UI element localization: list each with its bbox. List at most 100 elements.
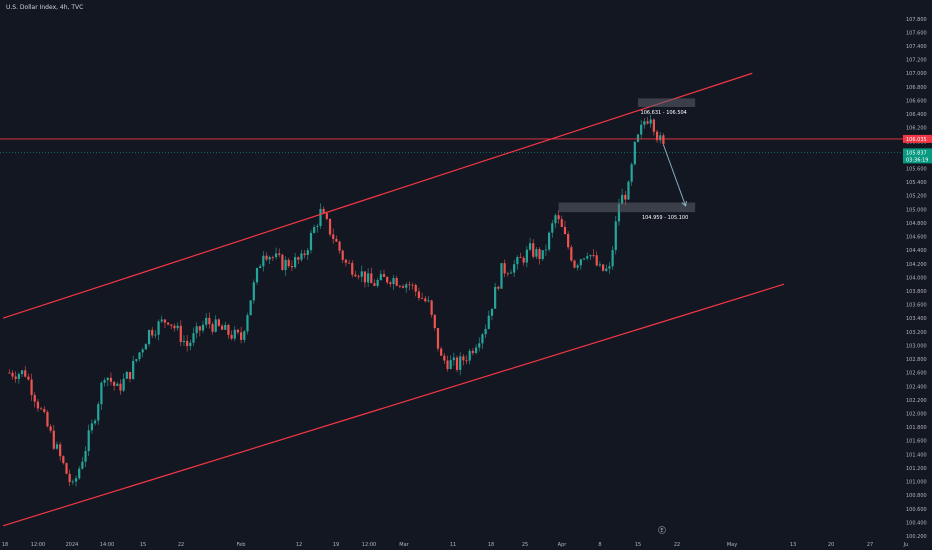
candle-body xyxy=(332,234,335,239)
candle-body xyxy=(589,255,592,257)
candle-body xyxy=(141,349,144,353)
price-tick-label: 100.400 xyxy=(906,520,927,526)
candle-body xyxy=(227,324,230,335)
candle-body xyxy=(151,329,154,336)
candle-body xyxy=(427,300,430,302)
candle-body xyxy=(259,266,262,269)
candle-body xyxy=(290,266,294,268)
price-tick-label: 102.800 xyxy=(906,357,927,363)
time-tick-label: Feb xyxy=(237,542,246,548)
candle-body xyxy=(27,376,30,380)
candle-body xyxy=(40,408,43,410)
candle-body xyxy=(246,315,249,332)
candle-body xyxy=(605,268,608,271)
candle-body xyxy=(424,298,427,302)
candle-body xyxy=(535,249,538,257)
candle-body xyxy=(608,266,611,269)
candle-body xyxy=(338,241,341,251)
zone-label-1: 104.959 - 105.100 xyxy=(642,215,688,221)
candle-body xyxy=(252,282,255,301)
candle-body xyxy=(611,250,614,267)
time-tick-label: 20 xyxy=(828,542,834,548)
resistance-price-badge xyxy=(903,134,932,143)
candle-body xyxy=(363,271,367,283)
price-tick-label: 101.000 xyxy=(906,480,927,486)
candle-body xyxy=(230,334,233,339)
candle-body xyxy=(294,257,297,268)
candle-body xyxy=(455,357,459,370)
time-tick-label: 2024 xyxy=(66,542,79,548)
price-tick-label: 102.400 xyxy=(906,384,927,390)
price-tick-label: 105.600 xyxy=(906,167,927,173)
candle-body xyxy=(268,257,271,260)
price-tick-label: 107.800 xyxy=(906,17,927,23)
candle-body xyxy=(446,360,449,370)
candle-body xyxy=(59,444,62,457)
time-tick-label: Mar xyxy=(399,542,409,548)
price-tick-label: 104.000 xyxy=(906,275,927,281)
candle-body xyxy=(484,328,487,335)
candle-body xyxy=(389,282,392,285)
candle-body xyxy=(319,208,322,227)
candle-body xyxy=(154,334,157,336)
candle-body xyxy=(570,247,573,261)
candle-body xyxy=(522,257,525,263)
candle-body xyxy=(560,219,563,227)
candle-body xyxy=(636,134,640,142)
candle-body xyxy=(322,208,325,214)
chart-title: U.S. Dollar Index, 4h, TVC xyxy=(6,4,84,11)
price-tick-label: 106.200 xyxy=(906,126,927,132)
candle-body xyxy=(462,356,465,361)
price-tick-label: 104.200 xyxy=(906,262,927,268)
candle-body xyxy=(586,256,589,259)
candle-body xyxy=(500,263,503,289)
candle-body xyxy=(541,250,544,260)
time-axis: 18 12:00 2024 14:00 15 22 Feb 12 19 12:00 Mar 11 18 2… xyxy=(2,526,909,548)
candle-body xyxy=(297,257,300,260)
candle-body xyxy=(62,456,65,464)
time-tick-label: 27 xyxy=(867,542,873,548)
candle-body xyxy=(43,408,46,413)
candle-body xyxy=(144,344,147,350)
time-tick-label: Apr xyxy=(558,542,568,548)
candle-body xyxy=(595,255,598,266)
time-tick-label: 19 xyxy=(333,542,339,548)
candle-body xyxy=(122,378,125,391)
candle-body xyxy=(71,481,74,483)
candle-body xyxy=(97,404,100,421)
candle-body xyxy=(81,461,84,469)
price-tick-label: 102.200 xyxy=(906,398,927,404)
price-tick-label: 101.400 xyxy=(906,452,927,458)
candle-body xyxy=(506,273,509,275)
earnings-marker-icon xyxy=(658,526,666,534)
candle-body xyxy=(414,285,417,292)
candle-body xyxy=(93,420,97,424)
candle-body xyxy=(240,332,243,340)
candle-body xyxy=(313,226,316,233)
candle-body xyxy=(519,257,522,258)
candle-body xyxy=(192,333,195,343)
time-tick-label: 22 xyxy=(674,542,680,548)
candle-body xyxy=(351,263,354,275)
candle-body xyxy=(217,319,220,326)
candle-body xyxy=(627,181,630,200)
resistance-price-label: 106.035 xyxy=(906,137,927,143)
candle-body xyxy=(147,329,151,345)
candle-body xyxy=(17,374,20,379)
candle-body xyxy=(379,274,382,280)
candle-body xyxy=(271,257,274,258)
earnings-marker-label: E xyxy=(660,528,663,534)
time-tick-label: Ju xyxy=(903,542,909,548)
candle-body xyxy=(8,372,11,374)
candle-body xyxy=(255,268,259,283)
current-price-badge xyxy=(903,148,932,164)
candle-body xyxy=(601,264,605,271)
candle-body xyxy=(201,324,205,331)
candle-body xyxy=(344,259,347,263)
price-tick-label: 105.200 xyxy=(906,194,927,200)
time-tick-label: 22 xyxy=(178,542,184,548)
candle-body xyxy=(652,119,655,132)
price-tick-label: 103.200 xyxy=(906,330,927,336)
candle-body xyxy=(278,253,281,255)
